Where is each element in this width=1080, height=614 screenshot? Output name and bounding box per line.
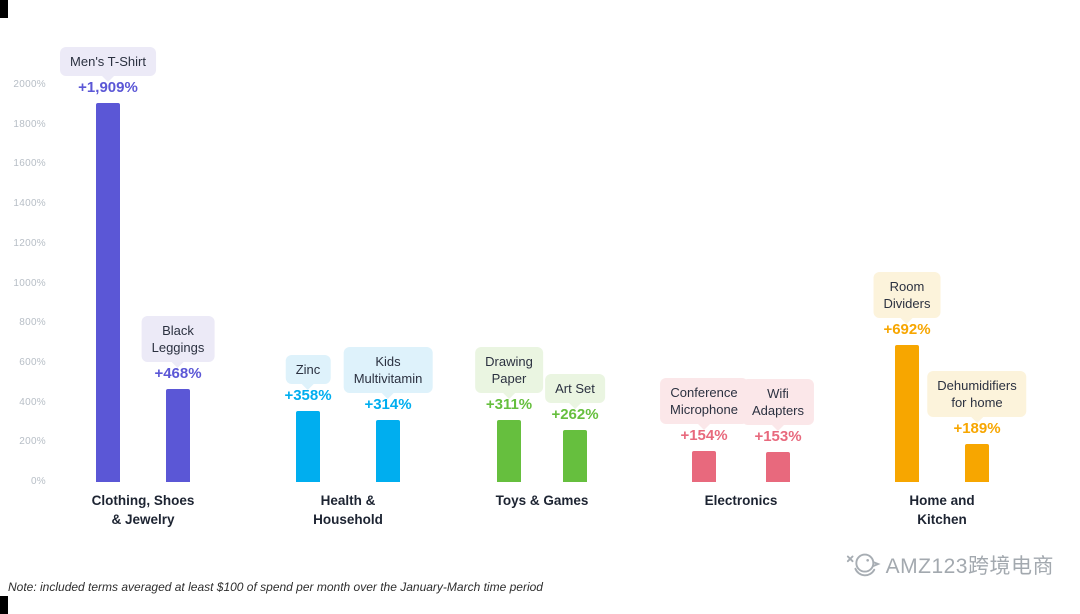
category-label-home-and-kitchen: Home and Kitchen [909,493,975,527]
watermark: AMZ123跨境电商 [843,548,1054,582]
y-axis-tick-label: 1800% [13,118,46,130]
bar-zinc [296,411,320,482]
chip-pointer [901,318,913,324]
y-axis-tick-label: 1000% [13,277,46,289]
chip-pointer [503,393,515,399]
footnote: Note: included terms averaged at least $… [8,580,543,594]
chip-pointer [302,384,314,390]
y-axis-tick-label: 0% [30,476,46,487]
chip-dehumidifiers-for-home: Dehumidifiers for home [927,371,1027,423]
bar-dehumidifiers-for-home [965,444,989,482]
value-label-kids-multivitamin: +314% [364,396,412,413]
chip-pointer [771,425,784,431]
chip-drawing-paper: Drawing Paper [475,347,543,399]
chip-zinc: Zinc [285,355,331,390]
bar-kids-multivitamin [376,420,400,482]
category-label-clothing-shoes-jewelry: Clothing, Shoes & Jewelry [91,493,195,527]
y-axis-tick-label: 800% [19,317,46,329]
value-label-zinc: +358% [284,387,332,404]
screen-edge-artifact-top [0,0,8,18]
bar-black-leggings [166,389,190,482]
value-label-drawing-paper: +311% [485,396,533,413]
chip-pointer [172,362,184,368]
bar-drawing-paper [497,420,521,482]
watermark-text: AMZ123跨境电商 [885,555,1054,578]
bar-men-s-t-shirt [96,103,120,482]
category-label-electronics: Electronics [704,493,778,508]
y-axis-tick-label: 1600% [13,158,46,170]
screen-edge-artifact-bottom [0,596,8,614]
chip-kids-multivitamin: Kids Multivitamin [343,347,433,399]
chip-black-leggings: Black Leggings [141,316,215,368]
value-label-art-set: +262% [551,406,599,423]
value-label-dehumidifiers-for-home: +189% [953,420,1001,437]
bar-room-dividers [895,345,919,482]
bar-conference-microphone [692,451,716,482]
chip-room-dividers: Room Dividers [873,272,941,324]
y-axis-tick-label: 600% [19,356,46,368]
value-label-men-s-t-shirt: +1,909% [78,79,138,96]
chip-pointer [698,424,710,430]
chip-pointer [102,76,114,82]
bar-wifi-adapters [766,452,790,482]
value-label-room-dividers: +692% [883,321,931,338]
value-label-conference-microphone: +154% [680,427,728,444]
category-label-health-household: Health & Household [313,493,383,527]
value-label-wifi-adapters: +153% [754,428,802,445]
y-axis-tick-label: 200% [19,436,46,448]
chip-wifi-adapters: Wifi Adapters [741,379,815,431]
chip-art-set: Art Set [545,374,605,409]
y-axis-tick-label: 2000% [13,79,46,90]
chip-conference-microphone: Conference Microphone [660,378,748,430]
bar-art-set [563,430,587,482]
chip-pointer [569,403,581,409]
y-axis-tick-label: 400% [19,396,46,408]
chip-pointer [970,417,983,423]
y-axis-tick-label: 1200% [13,237,46,249]
category-label-toys-games: Toys & Games [495,493,589,508]
chick-logo-icon [846,553,881,577]
y-axis-tick-label: 1400% [13,198,46,210]
chip-men-s-t-shirt: Men's T-Shirt [60,47,156,82]
value-label-black-leggings: +468% [154,365,202,382]
chip-pointer [382,393,394,399]
